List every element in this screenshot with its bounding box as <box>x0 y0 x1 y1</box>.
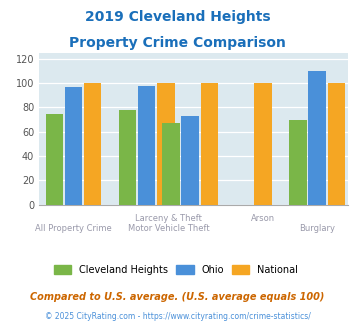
Bar <box>65 87 82 205</box>
Bar <box>201 83 218 205</box>
Text: Compared to U.S. average. (U.S. average equals 100): Compared to U.S. average. (U.S. average … <box>30 292 325 302</box>
Bar <box>84 83 102 205</box>
Bar <box>45 114 63 205</box>
Text: Larceny & Theft: Larceny & Theft <box>135 214 202 223</box>
Text: Motor Vehicle Theft: Motor Vehicle Theft <box>127 224 209 233</box>
Bar <box>157 83 175 205</box>
Bar <box>308 71 326 205</box>
Bar <box>328 83 345 205</box>
Bar <box>162 123 180 205</box>
Text: Burglary: Burglary <box>299 224 335 233</box>
Bar <box>181 116 199 205</box>
Bar <box>138 85 155 205</box>
Bar <box>119 110 136 205</box>
Bar <box>289 119 307 205</box>
Text: Property Crime Comparison: Property Crime Comparison <box>69 36 286 50</box>
Legend: Cleveland Heights, Ohio, National: Cleveland Heights, Ohio, National <box>50 261 302 279</box>
Text: © 2025 CityRating.com - https://www.cityrating.com/crime-statistics/: © 2025 CityRating.com - https://www.city… <box>45 312 310 321</box>
Text: Arson: Arson <box>251 214 275 223</box>
Bar <box>255 83 272 205</box>
Text: 2019 Cleveland Heights: 2019 Cleveland Heights <box>85 10 270 24</box>
Text: All Property Crime: All Property Crime <box>35 224 112 233</box>
